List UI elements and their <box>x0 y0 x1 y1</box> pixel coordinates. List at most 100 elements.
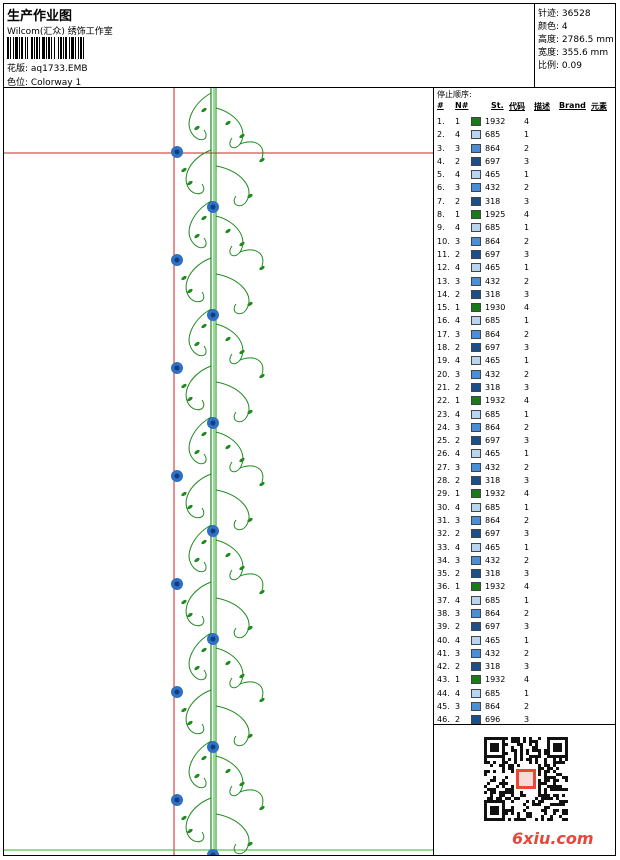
table-row: 14. 2 318 3 <box>437 288 615 301</box>
table-row: 29. 1 1932 4 <box>437 487 615 500</box>
row-element: 1 <box>524 409 530 419</box>
row-index: 22. <box>437 396 450 406</box>
color-swatch <box>471 462 481 472</box>
row-needle: 3 <box>455 236 461 246</box>
row-element: 1 <box>524 316 530 326</box>
table-row: 24. 3 864 2 <box>437 421 615 434</box>
row-index: 13. <box>437 276 450 286</box>
col-brand: Brand <box>559 101 586 110</box>
row-code: 465 <box>485 542 501 552</box>
stat-stitches: 针迹: 36528 <box>538 9 591 19</box>
row-code: 432 <box>485 369 501 379</box>
table-row: 41. 3 432 2 <box>437 647 615 660</box>
table-row: 39. 2 697 3 <box>437 620 615 633</box>
table-row: 26. 4 465 1 <box>437 447 615 460</box>
color-swatch <box>471 249 481 259</box>
row-code: 697 <box>485 529 501 539</box>
table-row: 12. 4 465 1 <box>437 261 615 274</box>
table-row: 22. 1 1932 4 <box>437 394 615 407</box>
row-needle: 3 <box>455 702 461 712</box>
row-index: 32. <box>437 529 450 539</box>
row-index: 10. <box>437 236 450 246</box>
row-needle: 2 <box>455 622 461 632</box>
col-code: 代码 <box>509 102 525 111</box>
row-index: 25. <box>437 436 450 446</box>
row-index: 37. <box>437 595 450 605</box>
row-index: 3. <box>437 143 445 153</box>
row-code: 318 <box>485 662 501 672</box>
worksheet-header: 生产作业图 Wilcom(汇众) 绣饰工作室 花版: aq1733.EMB 色位… <box>4 4 535 88</box>
color-swatch <box>471 409 481 419</box>
row-code: 685 <box>485 316 501 326</box>
stat-scale: 比例: 0.09 <box>538 61 582 71</box>
row-element: 3 <box>524 476 530 486</box>
row-element: 2 <box>524 555 530 565</box>
color-swatch <box>471 542 481 552</box>
row-needle: 3 <box>455 422 461 432</box>
color-swatch <box>471 582 481 592</box>
row-element: 4 <box>524 489 530 499</box>
row-needle: 2 <box>455 436 461 446</box>
row-index: 1. <box>437 117 445 126</box>
row-index: 5. <box>437 170 445 180</box>
watermark-area: 6xiu.com <box>434 725 615 855</box>
color-swatch <box>471 608 481 618</box>
row-needle: 4 <box>455 316 461 326</box>
row-needle: 1 <box>455 303 461 313</box>
row-element: 4 <box>524 117 530 126</box>
row-index: 20. <box>437 369 450 379</box>
row-element: 3 <box>524 569 530 579</box>
row-element: 3 <box>524 196 530 206</box>
row-index: 17. <box>437 329 450 339</box>
color-swatch <box>471 143 481 153</box>
col-desc: 描述 <box>534 102 550 111</box>
row-code: 864 <box>485 608 501 618</box>
row-index: 16. <box>437 316 450 326</box>
color-swatch <box>471 635 481 645</box>
table-row: 36. 1 1932 4 <box>437 580 615 593</box>
row-element: 2 <box>524 369 530 379</box>
color-swatch <box>471 382 481 392</box>
row-index: 8. <box>437 210 445 220</box>
row-code: 685 <box>485 409 501 419</box>
table-row: 5. 4 465 1 <box>437 168 615 181</box>
row-index: 15. <box>437 303 450 313</box>
color-swatch <box>471 595 481 605</box>
row-index: 18. <box>437 343 450 353</box>
row-element: 2 <box>524 143 530 153</box>
row-code: 697 <box>485 622 501 632</box>
page-title: 生产作业图 <box>7 9 73 24</box>
color-swatch <box>471 449 481 459</box>
row-element: 3 <box>524 715 530 725</box>
color-swatch <box>471 196 481 206</box>
row-code: 465 <box>485 449 501 459</box>
row-needle: 4 <box>455 170 461 180</box>
row-needle: 4 <box>455 502 461 512</box>
color-swatch <box>471 702 481 712</box>
color-swatch <box>471 476 481 486</box>
color-swatch <box>471 555 481 565</box>
row-needle: 1 <box>455 210 461 220</box>
row-element: 4 <box>524 396 530 406</box>
row-code: 864 <box>485 422 501 432</box>
row-element: 4 <box>524 210 530 220</box>
row-element: 1 <box>524 223 530 233</box>
color-swatch <box>471 648 481 658</box>
row-element: 3 <box>524 382 530 392</box>
color-swatch <box>471 170 481 180</box>
table-row: 2. 4 685 1 <box>437 128 615 141</box>
color-swatch <box>471 715 481 725</box>
design-preview[interactable] <box>4 88 434 855</box>
row-needle: 3 <box>455 143 461 153</box>
row-code: 432 <box>485 648 501 658</box>
row-element: 4 <box>524 303 530 313</box>
barcode-icon <box>7 37 129 59</box>
color-swatch <box>471 210 481 220</box>
row-code: 685 <box>485 688 501 698</box>
row-index: 7. <box>437 196 445 206</box>
stat-height: 高度: 2786.5 mm <box>538 35 614 45</box>
row-needle: 1 <box>455 489 461 499</box>
row-element: 2 <box>524 462 530 472</box>
row-needle: 3 <box>455 369 461 379</box>
color-swatch <box>471 515 481 525</box>
